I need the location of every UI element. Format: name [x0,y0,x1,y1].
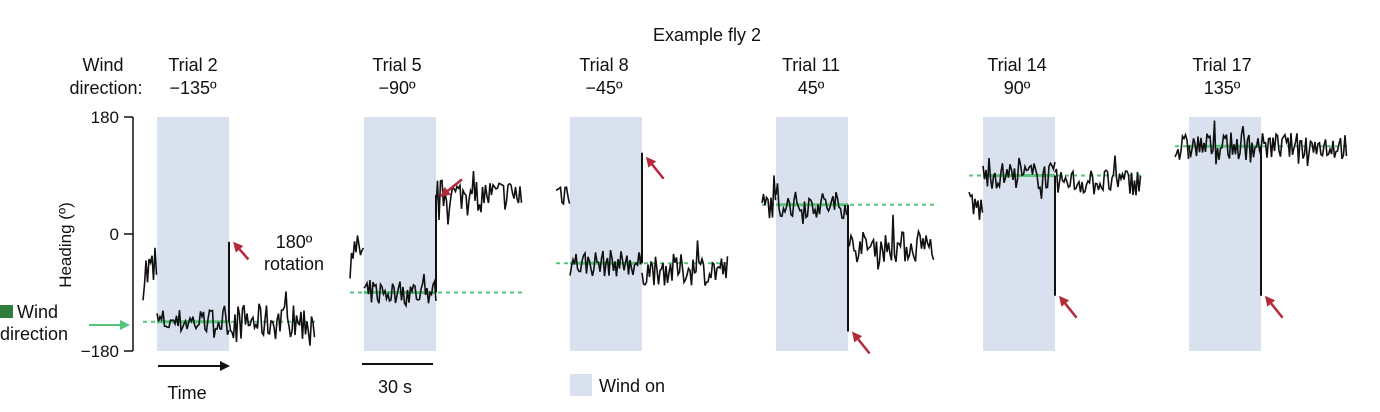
jump-arrow [237,247,250,261]
time-arrow [158,361,230,371]
wind-on-legend-label: Wind on [599,376,665,396]
trial-panel: Trial 5 −90º [349,55,523,351]
rotation-label-1: 180º [276,232,313,252]
trial-panel: Trial 8 −45º [555,55,729,351]
wind-on-shade [364,117,436,351]
y-axis: 180 0 −180 Heading (º) [56,108,134,361]
jump-arrow [1270,302,1284,319]
jump-arrow [651,163,665,180]
trial-label: Trial 5 [372,55,421,75]
trial-direction-label: 90º [1004,78,1031,98]
time-label: Time [167,383,206,403]
wind-direction-row-label-2: direction: [69,78,142,98]
jump-arrowhead [1059,295,1070,307]
trial-panel: Trial 11 45º [761,55,935,355]
heading-trace-wind [775,183,849,225]
y-axis-label: Heading (º) [56,202,75,288]
scale-bar-label: 30 s [378,377,412,397]
heading-trace-pre [349,235,365,279]
trial-label: Trial 11 [782,55,840,75]
jump-arrow [1064,302,1078,319]
heading-trace-pre [1174,132,1190,160]
jump-arrowhead [440,186,451,197]
wind-on-shade [570,117,642,351]
trial-direction-label: −45º [585,78,623,98]
wind-direction-pointer-arrow [89,320,130,330]
rotation-label-2: rotation [264,254,324,274]
wind-on-shade [776,117,848,351]
chart-title: Example fly 2 [653,25,761,45]
trial-panel: Trial 2 −135º [142,55,316,351]
jump-arrowhead [646,156,657,168]
wind-direction-legend-label-1: Wind [17,302,58,322]
wind-direction-legend-label-2: direction [0,324,68,344]
y-tick-label-0: 0 [110,225,119,244]
heading-trace-wind [363,273,437,309]
wind-direction-legend-square [0,305,13,318]
heading-trace-pre [968,191,984,220]
jump-arrowhead [233,241,244,253]
heading-trace-post [1054,155,1142,196]
jump-arrow [857,338,871,355]
heading-trace-wind [982,157,1056,199]
wind-on-shade [1189,117,1261,351]
trial-direction-label: −135º [169,78,217,98]
heading-trace-pre [555,185,571,206]
wind-direction-row-label-1: Wind [82,55,123,75]
trial-panel: Trial 14 90º [968,55,1142,351]
trial-label: Trial 8 [579,55,628,75]
wind-on-legend-swatch [570,374,592,396]
heading-trace-pre [761,175,777,219]
heading-trace-post [228,291,316,346]
heading-trace-pre [142,247,158,301]
trial-panel: Trial 17 135º [1174,55,1348,351]
y-tick-label-minus-180: −180 [81,342,119,361]
trial-direction-label: 45º [798,78,825,98]
trial-label: Trial 17 [1192,55,1251,75]
heading-trace-post [641,240,729,286]
heading-trace-post [847,214,935,270]
heading-trace-wind [1188,120,1262,165]
jump-arrowhead [852,331,863,343]
heading-trace-post [1260,132,1348,166]
heading-trace-wind [569,249,643,277]
trial-label: Trial 2 [168,55,217,75]
trial-direction-label: −90º [378,78,416,98]
heading-trace-wind [156,305,230,338]
jump-arrowhead [1265,295,1276,307]
jump-arrow [446,178,463,192]
wind-on-shade [157,117,229,351]
trial-label: Trial 14 [987,55,1046,75]
y-tick-label-180: 180 [91,108,119,127]
wind-on-shade [983,117,1055,351]
trial-direction-label: 135º [1204,78,1241,98]
heading-trace-post [435,170,523,225]
